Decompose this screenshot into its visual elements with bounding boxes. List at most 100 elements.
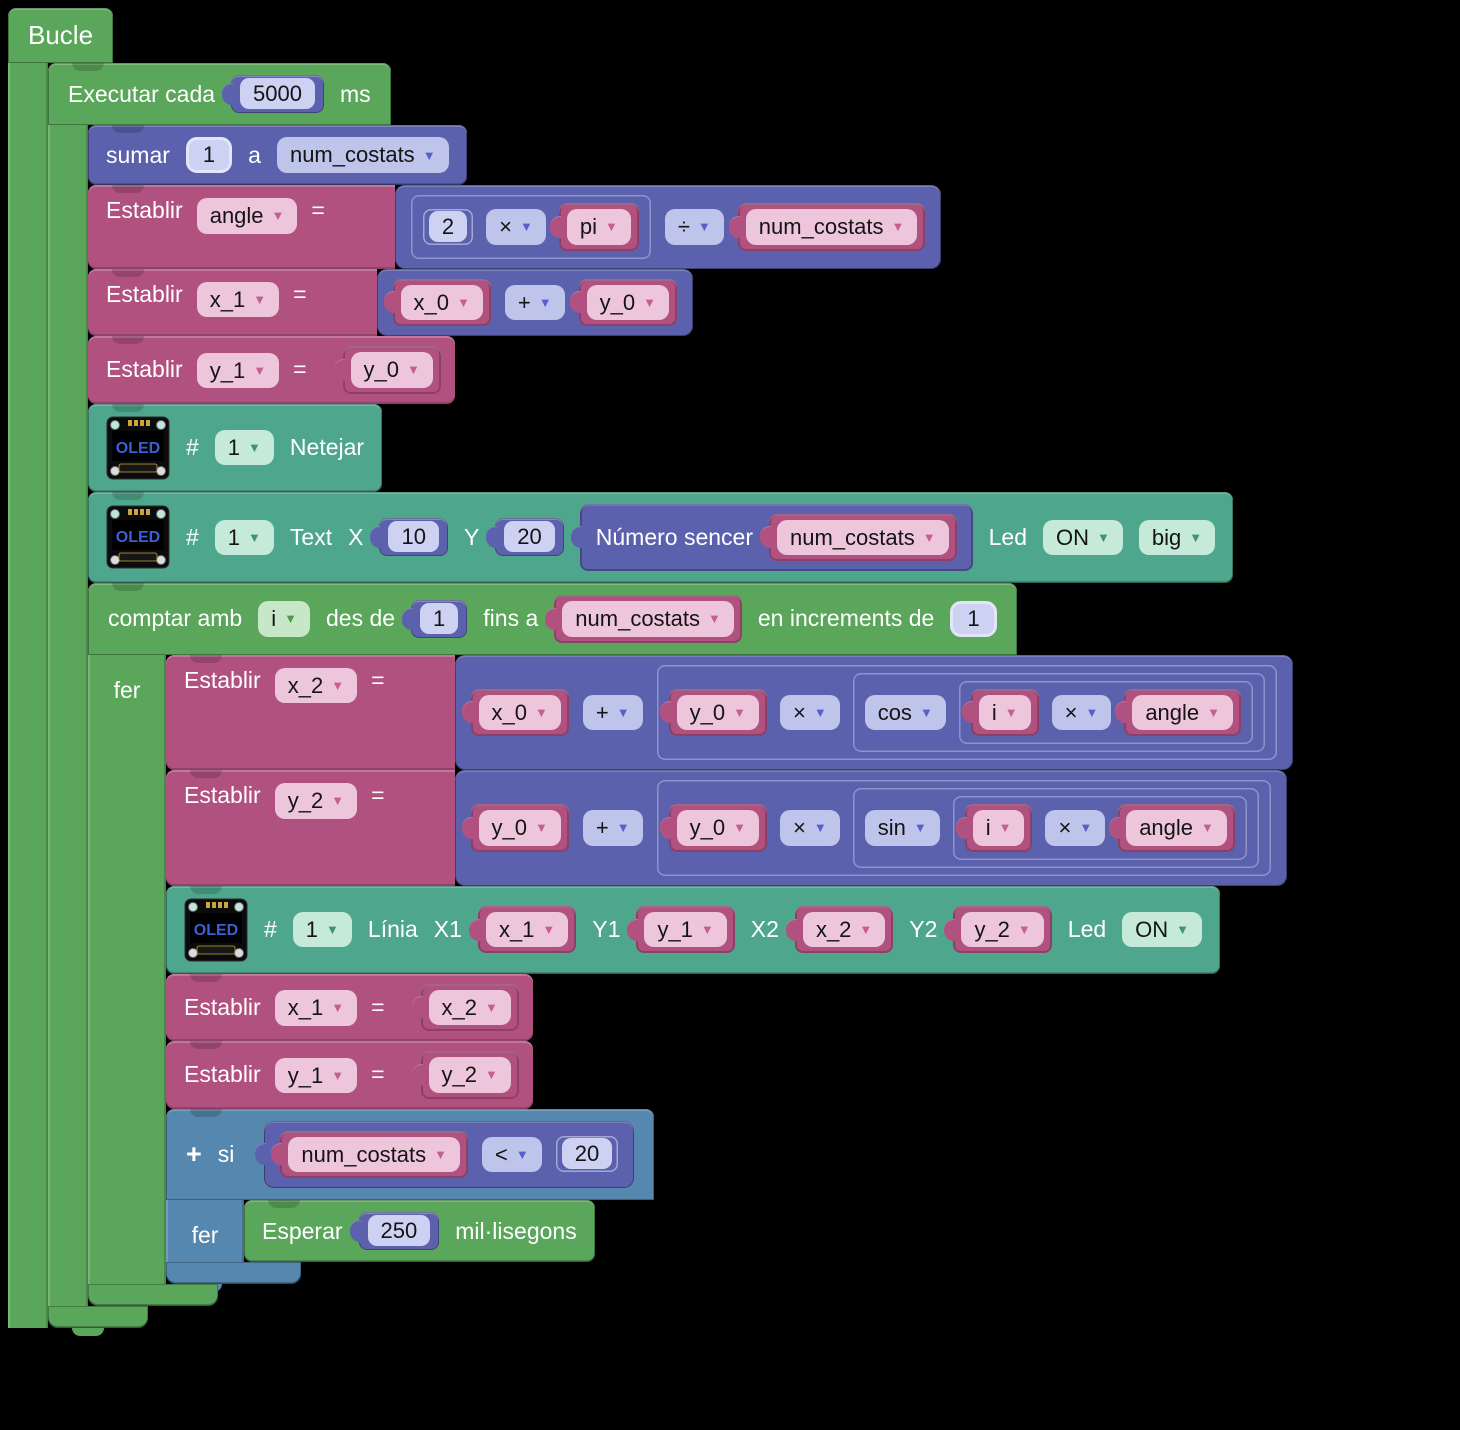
led-state-dropdown[interactable]: ON ▼ (1042, 519, 1123, 555)
step-input[interactable]: 1 (950, 600, 997, 637)
oled-line-block[interactable]: OLED # 1 ▼ Lín (166, 885, 1221, 974)
x2-expression-block[interactable]: x_0 ▼ + ▼ (454, 654, 1294, 770)
x2-dropdown[interactable]: x_2 ▼ (428, 989, 511, 1025)
angle-product-group[interactable]: i ▼ × ▼ (959, 681, 1253, 745)
set-y2-left[interactable]: Establir y_2 ▼ = (166, 770, 455, 886)
interval-input[interactable]: 5000 (240, 78, 315, 109)
divisor-dropdown[interactable]: num_costats ▼ (745, 209, 918, 245)
angle-expression-block[interactable]: 2 × ▼ pi (394, 185, 942, 269)
from-input[interactable]: 1 (420, 602, 459, 634)
multiply-operator-dropdown[interactable]: × ▼ (779, 810, 840, 846)
x2-variable-block[interactable]: x_2 ▼ (794, 905, 894, 954)
set-y1-block[interactable]: Establir y_1 ▼ = y_0 ▼ (88, 336, 455, 404)
pi-dropdown[interactable]: pi ▼ (566, 209, 631, 245)
angle-dropdown[interactable]: angle ▼ (1132, 694, 1234, 730)
y1-dropdown[interactable]: y_1 ▼ (644, 911, 727, 948)
y0-dropdown[interactable]: y_0 ▼ (586, 284, 669, 320)
plus-operator-dropdown[interactable]: + ▼ (504, 284, 565, 320)
bucle-header[interactable]: Bucle (8, 8, 114, 63)
i-dropdown[interactable]: i ▼ (978, 694, 1031, 730)
x1-variable-dropdown[interactable]: x_1 ▼ (196, 281, 280, 317)
content-variable-dropdown[interactable]: num_costats ▼ (777, 519, 949, 555)
condition-variable-dropdown[interactable]: num_costats ▼ (288, 1136, 461, 1172)
i-dropdown[interactable]: i ▼ (972, 810, 1025, 846)
sumar-value-input[interactable]: 1 (185, 137, 233, 173)
plus-operator-dropdown[interactable]: + ▼ (582, 810, 643, 846)
angle-variable-block[interactable]: angle ▼ (1118, 804, 1235, 852)
set-x1-left[interactable]: Establir x_1 ▼ = (88, 268, 377, 336)
oled-clear-block[interactable]: OLED # 1 ▼ Netejar (88, 403, 383, 492)
x1-variable-dropdown[interactable]: x_1 ▼ (274, 990, 358, 1026)
interval-value-block[interactable]: 5000 (231, 75, 324, 113)
y2-dropdown[interactable]: y_2 ▼ (428, 1057, 511, 1093)
executar-cada-block[interactable]: Executar cada 5000 ms sumar 1 (48, 63, 1294, 1336)
content-variable-block[interactable]: num_costats ▼ (769, 513, 957, 561)
oled-text-block[interactable]: OLED # 1 ▼ Text X (88, 491, 1234, 583)
set-x1-block[interactable]: Establir x_1 ▼ = (88, 268, 693, 336)
bucle-block[interactable]: Bucle Executar cada 5000 ms (8, 8, 1460, 1336)
x2-variable-dropdown[interactable]: x_2 ▼ (274, 667, 358, 703)
x1-expression-block[interactable]: x_0 ▼ + ▼ (376, 268, 693, 336)
display-number-dropdown[interactable]: 1 ▼ (292, 911, 352, 948)
condition-expression-block[interactable]: num_costats ▼ < ▼ (264, 1120, 635, 1188)
multiply-operator-dropdown[interactable]: × ▼ (1051, 694, 1112, 730)
y-value-block[interactable]: 20 (495, 518, 564, 557)
display-number-dropdown[interactable]: 1 ▼ (214, 429, 274, 466)
y0-variable-block[interactable]: y_0 ▼ (668, 688, 767, 736)
condition-variable-block[interactable]: num_costats ▼ (280, 1130, 469, 1178)
wait-block[interactable]: Esperar 250 mil·lisegons (244, 1200, 595, 1262)
y2-variable-dropdown[interactable]: y_2 ▼ (274, 783, 358, 819)
angle-product-group[interactable]: i ▼ × ▼ (953, 796, 1247, 860)
mutator-plus-icon[interactable]: + (186, 1138, 202, 1169)
set-x2-block[interactable]: Establir x_2 ▼ = (166, 654, 1294, 770)
angle-variable-block[interactable]: angle ▼ (1124, 688, 1242, 736)
factor-input[interactable]: 2 (428, 210, 468, 242)
x-value-block[interactable]: 10 (379, 518, 448, 557)
x1-variable-block[interactable]: x_1 ▼ (477, 905, 577, 954)
copy-x-block[interactable]: Establir x_1 ▼ = (166, 973, 533, 1041)
y0-variable-block[interactable]: y_0 ▼ (470, 804, 569, 852)
y2-variable-block[interactable]: y_2 ▼ (953, 905, 1052, 954)
loop-variable-dropdown[interactable]: i ▼ (258, 601, 310, 637)
set-x2-left[interactable]: Establir x_2 ▼ = (166, 654, 455, 770)
set-angle-block[interactable]: Establir angle ▼ = (88, 185, 942, 269)
y1-variable-dropdown[interactable]: y_1 ▼ (196, 352, 280, 388)
if-header[interactable]: + si num_costats ▼ (166, 1108, 655, 1200)
y0-dropdown[interactable]: y_0 ▼ (478, 810, 561, 846)
to-variable-dropdown[interactable]: num_costats ▼ (562, 601, 734, 637)
count-loop-block[interactable]: comptar amb i ▼ des de 1 fin (88, 583, 1294, 1314)
y0-variable-block[interactable]: y_0 ▼ (578, 278, 677, 326)
y2-dropdown[interactable]: y_2 ▼ (961, 911, 1044, 948)
i-variable-block[interactable]: i ▼ (964, 804, 1033, 852)
angle-variable-dropdown[interactable]: angle ▼ (196, 198, 298, 234)
angle-dropdown[interactable]: angle ▼ (1126, 810, 1227, 846)
x0-variable-block[interactable]: x_0 ▼ (470, 688, 569, 736)
wait-input[interactable]: 250 (367, 1215, 431, 1246)
pi-variable-block[interactable]: pi ▼ (558, 203, 639, 251)
y2-expression-block[interactable]: y_0 ▼ + ▼ (454, 770, 1287, 886)
x2-variable-block[interactable]: x_2 ▼ (420, 983, 519, 1031)
add-to-variable-block[interactable]: sumar 1 a num_costats ▼ (88, 125, 467, 185)
comparison-operator-dropdown[interactable]: < ▼ (482, 1136, 542, 1172)
x2-dropdown[interactable]: x_2 ▼ (802, 911, 886, 948)
display-number-dropdown[interactable]: 1 ▼ (214, 519, 274, 555)
set-y2-block[interactable]: Establir y_2 ▼ = (166, 770, 1287, 886)
radius-product-group[interactable]: y_0 ▼ × ▼ (657, 780, 1271, 876)
trig-function-dropdown[interactable]: sin ▼ (864, 810, 940, 846)
plus-operator-dropdown[interactable]: + ▼ (582, 694, 643, 730)
copy-y-block[interactable]: Establir y_1 ▼ = (166, 1041, 533, 1109)
x-input[interactable]: 10 (388, 521, 439, 553)
multiply-operator-dropdown[interactable]: × ▼ (486, 209, 546, 245)
y1-variable-dropdown[interactable]: y_1 ▼ (274, 1057, 358, 1093)
wait-value-block[interactable]: 250 (358, 1212, 440, 1250)
sumar-variable-dropdown[interactable]: num_costats ▼ (276, 137, 449, 173)
count-loop-header[interactable]: comptar amb i ▼ des de 1 fin (88, 583, 1017, 655)
y0-dropdown[interactable]: y_0 ▼ (676, 694, 759, 730)
set-angle-left[interactable]: Establir angle ▼ = (88, 185, 395, 269)
text-size-dropdown[interactable]: big ▼ (1138, 519, 1216, 555)
integer-number-block[interactable]: Número sencer num_costats ▼ (579, 503, 973, 571)
y0-variable-block[interactable]: y_0 ▼ (668, 804, 767, 852)
if-block[interactable]: + si num_costats ▼ (166, 1108, 655, 1292)
trig-function-dropdown[interactable]: cos ▼ (864, 694, 946, 730)
y0-dropdown[interactable]: y_0 ▼ (676, 810, 759, 846)
